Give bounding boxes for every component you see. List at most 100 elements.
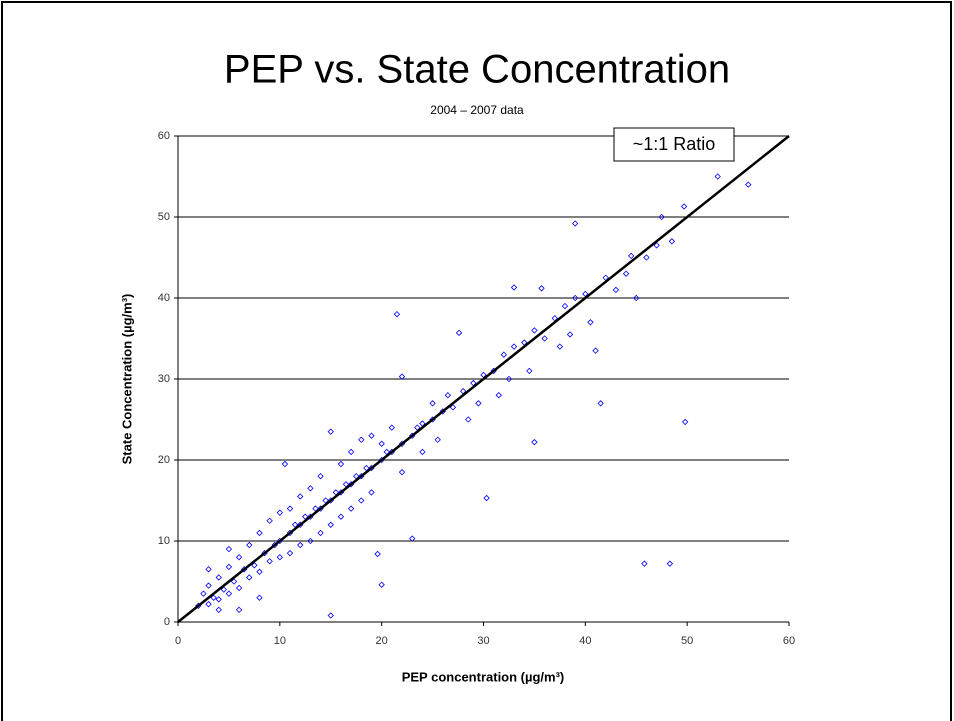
data-point xyxy=(205,566,212,573)
data-point xyxy=(215,606,222,614)
data-point xyxy=(483,494,490,502)
chart-subtitle: 2004 – 2007 data xyxy=(430,103,524,117)
data-point xyxy=(641,560,648,567)
data-point xyxy=(434,436,441,443)
y-tick-label: 50 xyxy=(158,211,170,223)
data-point xyxy=(627,252,635,260)
data-point xyxy=(327,521,334,528)
data-point xyxy=(235,554,243,561)
annotation: ~1:1 Ratio xyxy=(633,134,716,154)
data-point xyxy=(374,550,381,558)
data-point xyxy=(465,416,472,423)
data-point xyxy=(653,242,660,249)
data-point xyxy=(205,601,212,608)
data-point xyxy=(220,586,227,593)
y-tick-label: 60 xyxy=(158,130,170,142)
data-point xyxy=(276,554,283,561)
plot-area: 0 10 20 30 40 50 60 0 10 20 30 40 50 60 ~1:1 Ratio xyxy=(158,127,795,647)
x-tick-label: 50 xyxy=(681,635,693,647)
y-tick-label: 10 xyxy=(158,535,170,547)
data-point xyxy=(500,351,508,358)
data-point xyxy=(266,558,273,565)
data-point xyxy=(587,319,594,326)
x-tick-label: 20 xyxy=(376,635,388,647)
data-point xyxy=(286,505,294,512)
y-tick-label: 40 xyxy=(158,292,170,304)
y-tick-label: 20 xyxy=(158,454,170,466)
data-point xyxy=(531,439,538,446)
data-point xyxy=(449,404,457,411)
y-tick-label: 30 xyxy=(158,373,170,385)
data-point xyxy=(215,574,222,581)
x-tick-label: 10 xyxy=(274,635,286,647)
reference-line xyxy=(177,135,790,623)
data-point xyxy=(398,373,406,380)
data-point xyxy=(429,400,436,407)
x-tick-label: 0 xyxy=(175,635,181,647)
data-point xyxy=(281,460,289,468)
data-point xyxy=(666,560,674,567)
data-point xyxy=(658,213,665,221)
x-axis-label: PEP concentration (µg/m³) xyxy=(402,669,565,684)
data-point xyxy=(225,563,233,571)
data-point xyxy=(276,509,283,516)
data-point xyxy=(538,285,545,292)
data-point xyxy=(358,436,365,443)
data-point xyxy=(347,448,355,456)
data-point xyxy=(495,392,502,399)
data-point xyxy=(225,590,233,597)
data-point xyxy=(337,460,345,468)
data-point xyxy=(541,335,548,342)
data-point xyxy=(597,400,604,407)
data-point xyxy=(246,541,253,549)
data-point xyxy=(566,331,574,338)
data-point xyxy=(215,596,222,603)
data-point xyxy=(510,343,518,350)
data-point xyxy=(444,392,452,399)
data-point xyxy=(378,440,385,447)
data-point xyxy=(622,270,630,277)
data-point xyxy=(327,428,334,435)
y-tick-label: 0 xyxy=(164,616,170,628)
data-point xyxy=(347,505,355,512)
x-tick-label: 30 xyxy=(477,635,489,647)
data-point xyxy=(378,581,385,588)
data-point xyxy=(368,432,375,439)
data-point xyxy=(475,400,482,407)
y-axis-label: State Concentration (µg/m³) xyxy=(119,294,134,465)
data-point xyxy=(286,549,294,557)
data-point xyxy=(510,284,518,291)
data-point xyxy=(419,448,426,456)
data-point xyxy=(210,594,217,601)
data-point xyxy=(633,294,640,302)
data-point xyxy=(358,497,365,504)
data-point xyxy=(200,590,207,597)
data-point xyxy=(307,485,314,492)
data-point xyxy=(225,545,233,553)
data-point xyxy=(612,286,620,294)
data-point xyxy=(455,329,463,336)
data-point xyxy=(256,568,263,575)
data-point xyxy=(745,181,752,188)
data-point xyxy=(668,238,676,245)
data-point xyxy=(409,535,416,542)
data-point xyxy=(205,582,212,589)
data-point xyxy=(505,375,513,383)
data-point xyxy=(230,578,238,585)
x-tick-label: 60 xyxy=(783,635,795,647)
data-point xyxy=(592,347,599,354)
data-point xyxy=(393,311,401,318)
data-point xyxy=(297,541,304,549)
data-point xyxy=(246,574,253,581)
data-point xyxy=(317,473,324,480)
data-point xyxy=(561,302,569,310)
data-point xyxy=(251,562,258,569)
data-point xyxy=(680,203,688,210)
data-point xyxy=(714,173,721,180)
chart-title: PEP vs. State Concentration xyxy=(224,48,730,92)
data-point xyxy=(531,327,538,334)
x-tick-label: 40 xyxy=(579,635,591,647)
data-point xyxy=(337,513,345,520)
